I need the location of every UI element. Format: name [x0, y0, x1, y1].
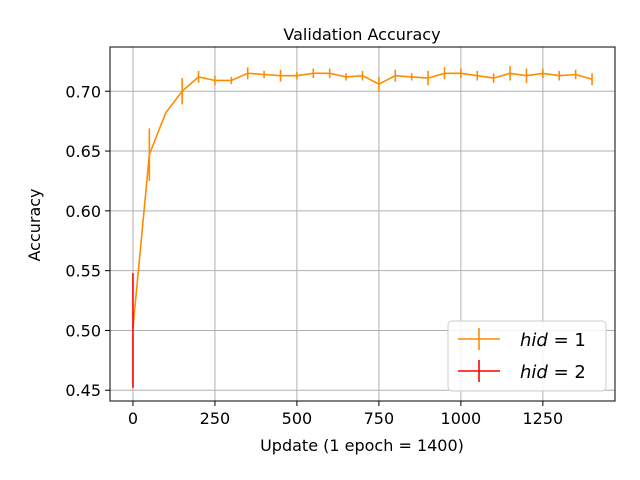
- y-tick-label: 0.60: [65, 202, 101, 221]
- chart-title: Validation Accuracy: [283, 25, 440, 44]
- legend-var: hid: [520, 362, 548, 383]
- axes-frame: [109, 46, 616, 402]
- y-tick-label: 0.50: [65, 321, 101, 340]
- y-tick-label: 0.65: [65, 142, 101, 161]
- x-tick-label: 750: [364, 409, 395, 428]
- y-tick-label: 0.55: [65, 262, 101, 281]
- x-tick-label: 1000: [441, 409, 482, 428]
- legend-op: =: [548, 362, 575, 383]
- legend-label: hid = 2: [520, 362, 586, 383]
- x-tick-label: 500: [282, 409, 313, 428]
- legend-value: 2: [574, 362, 585, 383]
- series-layer: [132, 66, 593, 388]
- legend-op: =: [548, 330, 575, 351]
- y-tick-label: 0.45: [65, 381, 101, 400]
- y-axis-title: Accuracy: [25, 188, 44, 261]
- series-line: [132, 72, 593, 329]
- x-axis-title: Update (1 epoch = 1400): [260, 436, 464, 455]
- x-tick-label: 250: [200, 409, 231, 428]
- legend-var: hid: [520, 330, 548, 351]
- y-tick-label: 0.70: [65, 82, 101, 101]
- x-ticks: 0 250 500 750 1000 1250: [128, 401, 563, 428]
- legend-label: hid = 1: [520, 330, 586, 351]
- y-ticks: 0.45 0.50 0.55 0.60 0.65 0.70: [65, 82, 110, 400]
- legend-value: 1: [574, 330, 585, 351]
- x-tick-label: 0: [128, 409, 138, 428]
- series-1: [132, 66, 593, 329]
- x-tick-label: 1250: [522, 409, 563, 428]
- grid: [110, 47, 615, 401]
